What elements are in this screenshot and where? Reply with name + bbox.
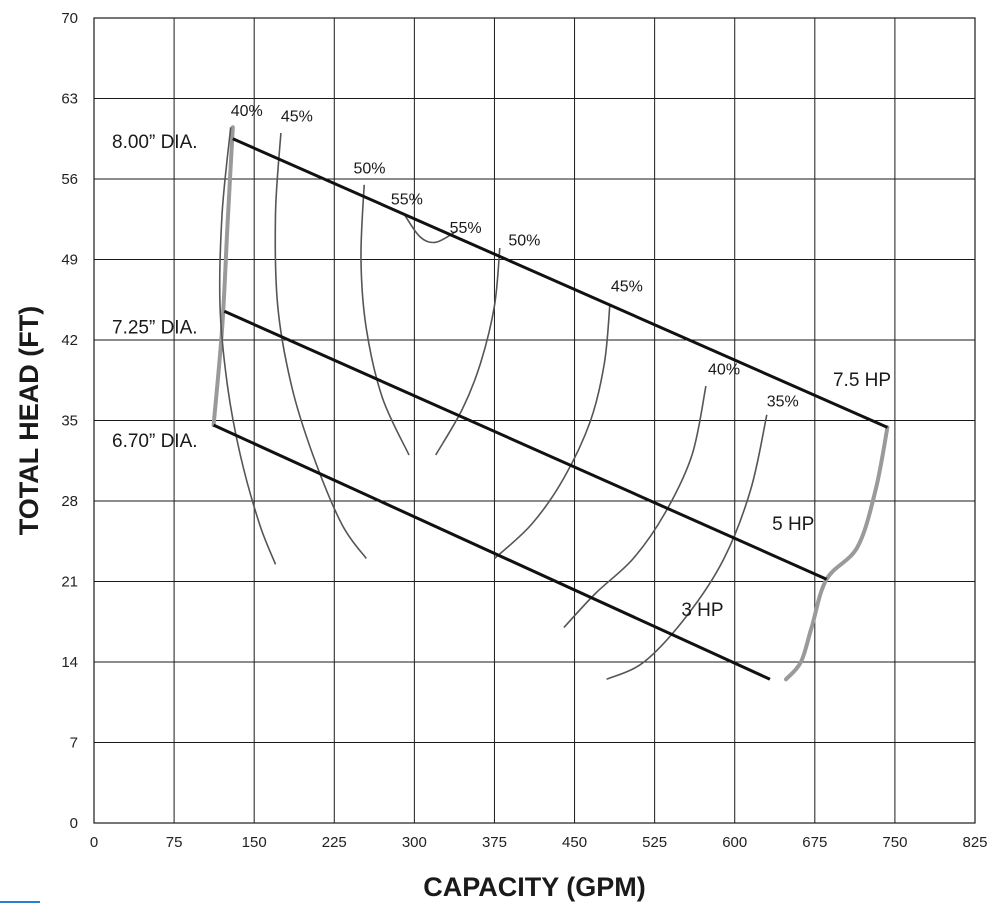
efficiency-label: 35% [767, 394, 799, 411]
efficiency-curve [563, 385, 707, 629]
plot-frame [93, 17, 976, 824]
y-tick-label: 21 [61, 574, 78, 591]
x-tick-label: 300 [402, 834, 427, 851]
y-tick-label: 7 [70, 735, 78, 752]
x-tick-label: 450 [562, 834, 587, 851]
x-tick-label: 375 [482, 834, 507, 851]
x-tick-label: 225 [322, 834, 347, 851]
diameter-label: 8.00” DIA. [112, 132, 198, 153]
x-tick-label: 150 [242, 834, 267, 851]
grid [93, 17, 976, 824]
x-tick-label: 75 [166, 834, 183, 851]
y-tick-label: 63 [61, 91, 78, 108]
x-axis-title: CAPACITY (GPM) [423, 872, 646, 902]
x-tick-label: 750 [882, 834, 907, 851]
head-curve-line [223, 309, 828, 581]
y-tick-label: 70 [61, 10, 78, 27]
head-curve-line [232, 137, 889, 429]
y-tick-label: 14 [61, 654, 78, 671]
y-tick-label: 49 [61, 252, 78, 269]
head-curves [212, 137, 889, 681]
efficiency-curve [274, 132, 367, 559]
efficiency-curve [435, 247, 501, 456]
efficiency-label: 40% [708, 362, 740, 379]
x-tick-label: 675 [802, 834, 827, 851]
x-tick-label: 600 [722, 834, 747, 851]
efficiency-curve [218, 127, 277, 565]
hp-label: 5 HP [772, 514, 814, 535]
y-tick-label: 0 [70, 815, 78, 832]
y-tick-label: 42 [61, 332, 78, 349]
x-tick-label: 525 [642, 834, 667, 851]
efficiency-curve [606, 414, 768, 681]
axis-ticks: 0 75 150 225 300 375 450 525 600 675 750 825 0 7 14 21 2… [61, 10, 987, 851]
efficiency-curve [403, 213, 458, 244]
y-tick-label: 35 [61, 413, 78, 430]
envelope-left-edge [211, 125, 235, 428]
envelope-right-edge [784, 425, 890, 682]
y-axis-title: TOTAL HEAD (FT) [14, 306, 44, 535]
operating-envelope [211, 125, 890, 682]
efficiency-label: 45% [611, 279, 643, 296]
efficiency-label: 50% [508, 233, 540, 250]
x-tick-label: 0 [90, 834, 98, 851]
efficiency-label: 40% [231, 103, 263, 120]
diameter-label: 6.70” DIA. [112, 431, 198, 452]
efficiency-curves [218, 127, 768, 681]
head-curve-line [212, 423, 771, 681]
chart-labels: 40% 45% 50% 55% 55% 50% 45% 40% 35% 8.00” DIA. 7.2… [112, 103, 891, 621]
efficiency-label: 45% [281, 109, 313, 126]
hp-label: 7.5 HP [833, 370, 891, 391]
efficiency-curve [360, 184, 410, 456]
y-tick-label: 56 [61, 171, 78, 188]
efficiency-curve [493, 305, 611, 560]
diameter-label: 7.25” DIA. [112, 317, 198, 338]
efficiency-label: 55% [391, 191, 423, 208]
x-tick-label: 825 [962, 834, 987, 851]
y-tick-label: 28 [61, 493, 78, 510]
efficiency-label: 55% [450, 220, 482, 237]
hp-label: 3 HP [681, 600, 723, 621]
efficiency-label: 50% [353, 160, 385, 177]
